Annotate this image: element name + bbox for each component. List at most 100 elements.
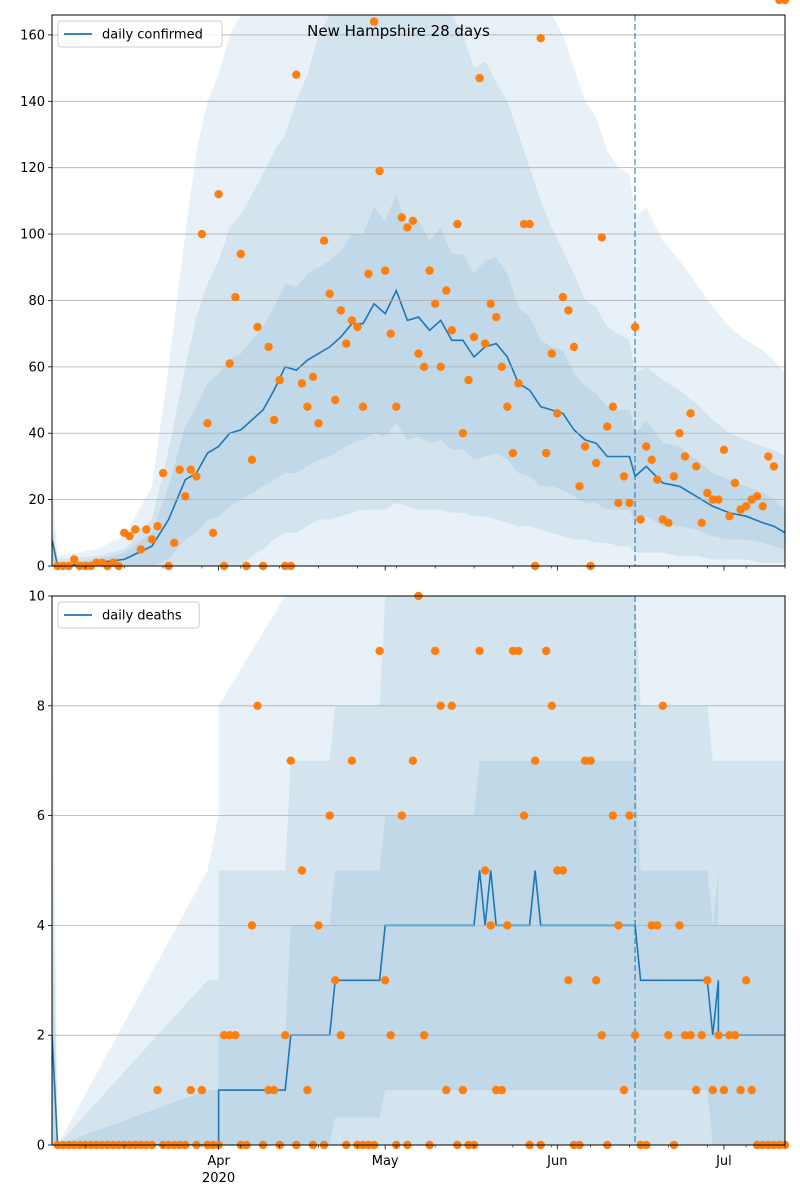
uncertainty-band-2 — [52, 596, 785, 1145]
data-point — [658, 701, 667, 710]
data-point — [714, 495, 723, 504]
y-tick-label: 0 — [37, 1139, 45, 1154]
data-point — [208, 528, 218, 537]
data-point — [397, 811, 406, 820]
data-point — [664, 1031, 673, 1040]
data-point — [780, 0, 790, 5]
y-tick-label: 10 — [28, 590, 45, 605]
data-point — [186, 1085, 195, 1095]
data-point — [692, 462, 701, 471]
data-point — [503, 402, 512, 411]
data-point — [253, 701, 262, 710]
data-point — [597, 233, 606, 242]
data-point — [480, 339, 490, 348]
data-point — [381, 266, 390, 275]
data-point — [753, 492, 762, 501]
data-point — [519, 811, 529, 820]
data-point — [275, 375, 284, 385]
data-point — [542, 448, 551, 458]
data-point — [231, 292, 240, 302]
x-tick-label: Jun — [546, 1154, 567, 1169]
x-tick-label: Apr — [207, 1154, 230, 1169]
data-point — [292, 70, 301, 79]
data-point — [458, 1085, 468, 1095]
data-point — [314, 419, 323, 428]
x-year-label: 2020 — [202, 1171, 235, 1186]
data-point — [153, 522, 162, 531]
data-point — [475, 646, 484, 656]
data-point — [703, 488, 712, 498]
data-point — [619, 1085, 629, 1095]
data-point — [347, 316, 357, 325]
data-point — [625, 498, 634, 508]
plot-area — [52, 596, 785, 1145]
data-point — [697, 1031, 706, 1040]
data-point — [297, 379, 307, 388]
data-point — [431, 646, 440, 656]
data-point — [664, 518, 673, 527]
confirmed-panel: 0 20 40 60 80 100 120 140 160 New Hampshire 28 da… — [20, 0, 790, 575]
data-point — [369, 17, 379, 26]
data-point — [653, 475, 662, 484]
data-point — [447, 326, 456, 335]
data-point — [247, 921, 257, 930]
deaths-panel: 0 2 4 6 8 10 Apr May Jun Jul 2020 daily deaths — [28, 590, 790, 1186]
data-point — [592, 976, 601, 985]
data-point — [336, 1031, 345, 1040]
data-point — [625, 811, 634, 820]
data-point — [536, 34, 545, 43]
data-point — [425, 266, 434, 275]
data-point — [480, 866, 490, 875]
data-point — [608, 811, 618, 820]
data-point — [675, 921, 684, 930]
data-point — [730, 1031, 740, 1040]
data-point — [303, 402, 312, 411]
data-point — [692, 1085, 701, 1095]
data-point — [564, 306, 573, 315]
data-point — [414, 349, 423, 358]
y-tick-label: 60 — [28, 360, 45, 375]
data-point — [447, 701, 456, 710]
data-point — [508, 448, 518, 458]
legend-label: daily confirmed — [102, 28, 203, 43]
data-point — [353, 322, 362, 332]
data-point — [653, 921, 662, 930]
data-point — [486, 921, 495, 930]
data-point — [431, 299, 440, 308]
data-point — [403, 223, 412, 232]
data-point — [314, 921, 323, 930]
data-point — [419, 362, 429, 371]
data-point — [714, 1031, 723, 1040]
data-point — [442, 286, 451, 295]
data-point — [492, 312, 501, 322]
data-point — [475, 73, 484, 83]
y-tick-label: 160 — [20, 28, 45, 43]
data-point — [597, 1031, 606, 1040]
data-point — [525, 219, 534, 229]
data-point — [197, 1085, 207, 1095]
data-point — [514, 646, 523, 656]
data-point — [303, 1085, 312, 1095]
data-point — [192, 472, 201, 481]
y-tick-label: 4 — [37, 919, 45, 934]
data-point — [231, 1031, 240, 1040]
legend-box — [57, 20, 223, 48]
y-tick-label: 80 — [28, 294, 45, 309]
data-point — [458, 429, 468, 438]
observed-points — [53, 0, 790, 571]
data-point — [153, 1085, 162, 1095]
y-tick-label: 40 — [28, 427, 45, 442]
data-point — [464, 375, 473, 385]
legend-label: daily deaths — [102, 609, 182, 624]
data-point — [697, 518, 706, 527]
data-point — [530, 756, 540, 765]
data-point — [586, 756, 595, 765]
data-point — [558, 292, 568, 302]
y-tick-label: 100 — [20, 228, 45, 243]
data-point — [408, 756, 418, 765]
plot-area — [52, 15, 785, 566]
data-point — [619, 472, 629, 481]
data-point — [592, 458, 601, 468]
data-point — [542, 646, 551, 656]
